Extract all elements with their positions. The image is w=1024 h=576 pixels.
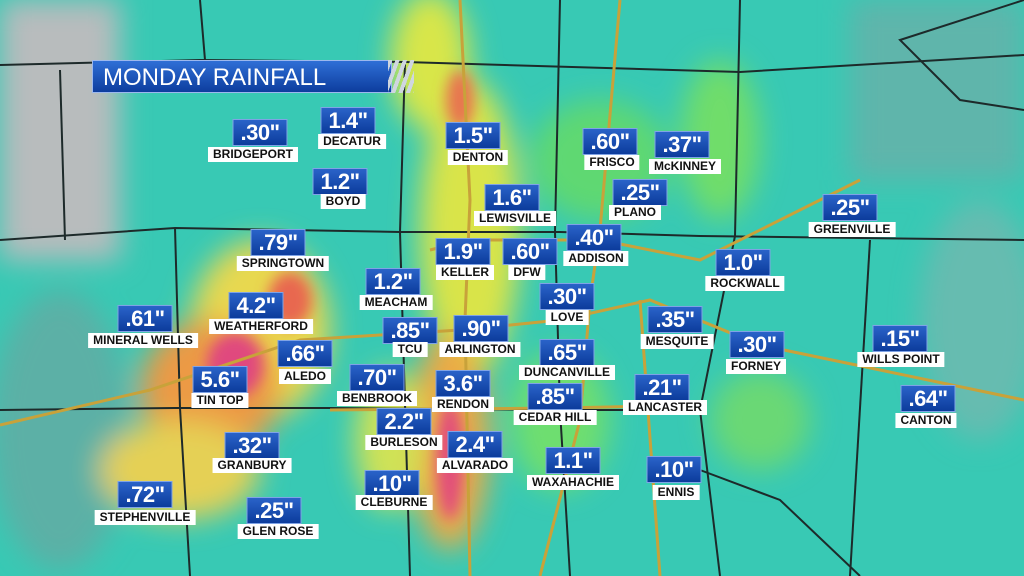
location-name: GREENVILLE	[808, 222, 896, 237]
rainfall-value: 2.4"	[447, 431, 503, 458]
rainfall-value: .72"	[117, 481, 173, 508]
location-name: DENTON	[447, 150, 509, 165]
location-name: WAXAHACHIE	[526, 475, 620, 490]
location-name: ADDISON	[563, 251, 629, 266]
location-name: WEATHERFORD	[209, 319, 313, 334]
location-name: McKINNEY	[648, 159, 722, 174]
rainfall-value: 1.9"	[435, 238, 491, 265]
location-name: MEACHAM	[359, 295, 433, 310]
rainfall-value: 1.2"	[312, 168, 368, 195]
rainfall-value: .85"	[527, 383, 583, 410]
location-name: WILLS POINT	[857, 352, 945, 367]
location-name: MESQUITE	[640, 334, 714, 349]
rainfall-value: .60"	[582, 128, 638, 155]
location-name: BENBROOK	[336, 391, 418, 406]
location-name: ROCKWALL	[705, 276, 785, 291]
rainfall-value: .40"	[566, 224, 622, 251]
rainfall-value: .32"	[224, 432, 280, 459]
rainfall-value: .25"	[246, 497, 302, 524]
location-name: FRISCO	[584, 155, 640, 170]
location-name: FORNEY	[725, 359, 787, 374]
location-name: CEDAR HILL	[513, 410, 597, 425]
rainfall-value: 3.6"	[435, 370, 491, 397]
rainfall-value: .64"	[900, 385, 956, 412]
rainfall-value: .25"	[822, 194, 878, 221]
location-name: TIN TOP	[191, 393, 249, 408]
rainfall-value: .10"	[364, 470, 420, 497]
rainfall-value: .79"	[250, 229, 306, 256]
location-name: BOYD	[320, 194, 366, 209]
location-name: ARLINGTON	[439, 342, 521, 357]
location-name: PLANO	[609, 205, 661, 220]
location-name: RENDON	[431, 397, 495, 412]
rainfall-value: .65"	[539, 339, 595, 366]
location-name: LOVE	[545, 310, 589, 325]
location-name: BURLESON	[365, 435, 443, 450]
rainfall-value: .85"	[382, 317, 438, 344]
location-name: ENNIS	[652, 485, 700, 500]
location-name: DECATUR	[318, 134, 386, 149]
rainfall-value: .60"	[502, 238, 558, 265]
location-name: DFW	[508, 265, 546, 280]
rainfall-value: .70"	[349, 364, 405, 391]
location-name: CANTON	[895, 413, 957, 428]
location-name: ALVARADO	[436, 458, 514, 473]
rainfall-value: .15"	[872, 325, 928, 352]
rainfall-value: .61"	[117, 305, 173, 332]
rainfall-value: .30"	[232, 119, 288, 146]
location-name: STEPHENVILLE	[94, 510, 196, 525]
location-name: LEWISVILLE	[474, 211, 556, 226]
rainfall-value: 1.2"	[365, 268, 421, 295]
location-name: LANCASTER	[623, 400, 707, 415]
location-name: GRANBURY	[212, 458, 292, 473]
location-name: MINERAL WELLS	[88, 333, 198, 348]
rainfall-value: 1.1"	[545, 447, 601, 474]
rainfall-value: .30"	[539, 283, 595, 310]
location-name: ALEDO	[279, 369, 331, 384]
location-name: TCU	[392, 342, 428, 357]
rainfall-value: .25"	[612, 179, 668, 206]
rainfall-value: .35"	[647, 306, 703, 333]
rainfall-value: 2.2"	[376, 408, 432, 435]
location-name: DUNCANVILLE	[519, 365, 615, 380]
rainfall-value: 1.6"	[484, 184, 540, 211]
title-stripes	[388, 60, 414, 93]
rainfall-value: 4.2"	[228, 292, 284, 319]
rainfall-value: 5.6"	[192, 366, 248, 393]
location-name: GLEN ROSE	[237, 524, 319, 539]
rainfall-value: .30"	[729, 331, 785, 358]
rainfall-value: .21"	[634, 374, 690, 401]
rainfall-value: 1.0"	[715, 249, 771, 276]
rainfall-value: 1.5"	[445, 122, 501, 149]
rainfall-value: 1.4"	[320, 107, 376, 134]
rainfall-value: .37"	[654, 131, 710, 158]
rainfall-value: .90"	[453, 315, 509, 342]
rainfall-value: .66"	[277, 340, 333, 367]
location-name: CLEBURNE	[355, 495, 433, 510]
location-name: SPRINGTOWN	[236, 256, 330, 271]
location-name: BRIDGEPORT	[207, 147, 299, 162]
location-name: KELLER	[436, 265, 494, 280]
rainfall-value: .10"	[646, 456, 702, 483]
map-title: MONDAY RAINFALL	[92, 60, 392, 93]
